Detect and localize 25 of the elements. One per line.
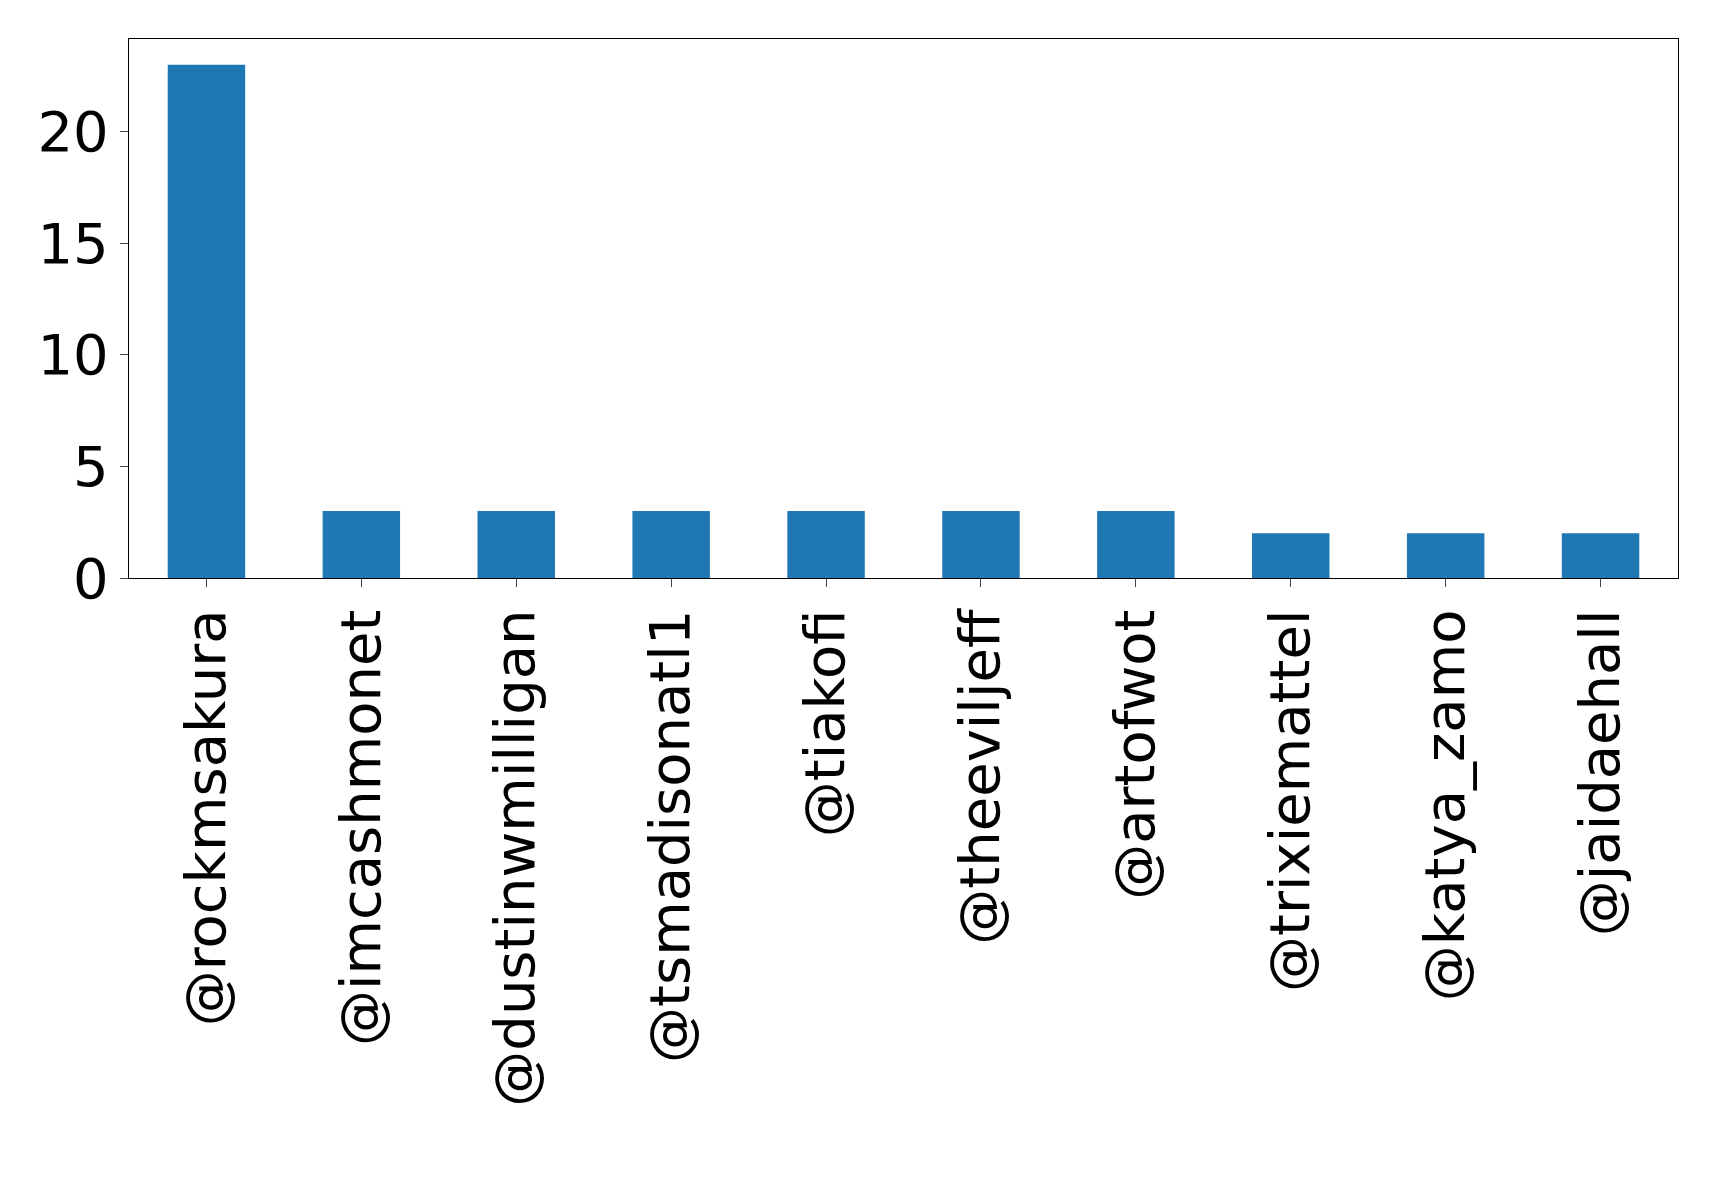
y-tick-label: 10 (37, 322, 109, 388)
y-tick-label: 0 (73, 545, 109, 611)
x-tick-label: @tsmadisonatl1 (637, 609, 703, 1063)
bar (1561, 533, 1640, 578)
x-tick-label: @dustinwmilligan (482, 609, 548, 1107)
bar (942, 511, 1020, 578)
bar (1406, 533, 1485, 578)
bar (477, 511, 555, 578)
bar (787, 511, 865, 578)
x-tick-label: @rockmsakura (172, 609, 238, 1027)
bar (322, 511, 401, 578)
y-tick-label: 15 (37, 210, 109, 276)
x-tick-label: @theeviljeff (947, 608, 1013, 945)
x-tick-label: @katya_zamo (1411, 609, 1477, 1002)
bar (632, 511, 710, 578)
x-tick-label: @tiakofi (792, 609, 858, 838)
x-tick-label: @artofwot (1102, 609, 1168, 900)
bar (1097, 511, 1175, 578)
bar (167, 64, 246, 578)
y-tick-label: 5 (73, 434, 109, 500)
x-tick-label: @jaidaehall (1566, 609, 1632, 937)
bar (1252, 533, 1330, 578)
y-tick-label: 20 (37, 99, 109, 165)
x-tick-label: @trixiemattel (1256, 609, 1322, 992)
x-tick-label: @imcashmonet (327, 609, 393, 1047)
